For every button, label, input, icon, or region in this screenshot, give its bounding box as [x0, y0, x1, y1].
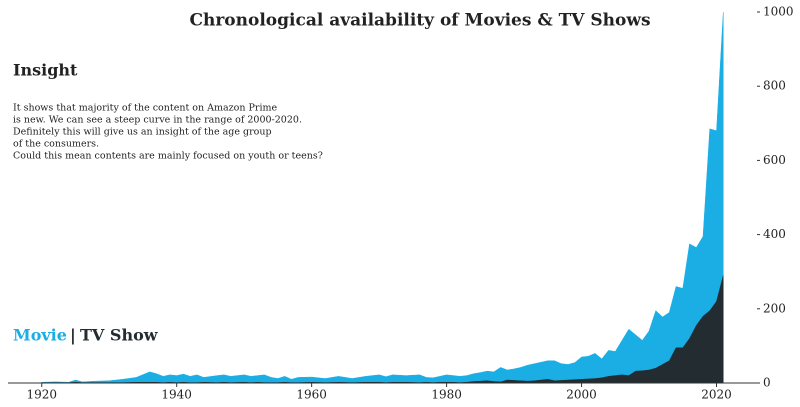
x-tick-label: 2020 [701, 388, 732, 402]
x-tick-label: 1920 [26, 388, 57, 402]
y-tick-label: 200 [763, 301, 786, 315]
x-tick-label: 1940 [161, 388, 192, 402]
y-tick-label: 800 [763, 79, 786, 93]
y-tick-label: 0 [763, 376, 771, 390]
insight-line: Definitely this will give us an insight … [13, 127, 272, 138]
area [41, 11, 724, 384]
area [41, 275, 724, 384]
y-tick-label: 1000 [763, 5, 794, 19]
y-tick-label: 600 [763, 153, 786, 167]
insight-line: Could this mean contents are mainly focu… [13, 151, 323, 162]
x-tick-label: 1960 [296, 388, 327, 402]
insight-line: of the consumers. [13, 139, 99, 150]
chart-title: Chronological availability of Movies & T… [189, 11, 650, 31]
insight-heading: Insight [13, 61, 78, 80]
x-tick-label: 1980 [431, 388, 462, 402]
legend-entry: TV Show [80, 326, 159, 345]
x-tick-label: 2000 [566, 388, 597, 402]
insight-line: It shows that majority of the content on… [13, 103, 278, 114]
y-tick-label: 400 [763, 227, 786, 241]
insight-line: is new. We can see a steep curve in the … [13, 115, 302, 126]
legend-separator: | [70, 326, 76, 345]
legend-entry: Movie [13, 326, 67, 345]
